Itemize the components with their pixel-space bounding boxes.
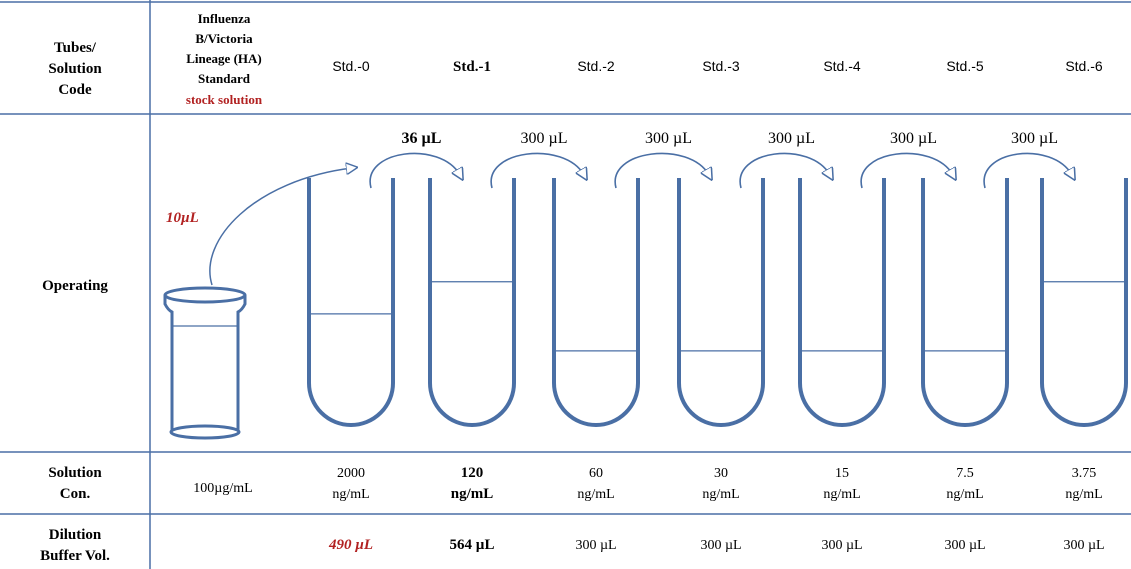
transfer-volume: 300 µL bbox=[645, 130, 692, 147]
test-tube-icon bbox=[307, 178, 395, 427]
transfer-volume: 300 µL bbox=[1011, 130, 1058, 147]
tube-code: Std.-0 bbox=[332, 58, 370, 74]
tube-column: Std.-2 60 ng/mL 300 µL bbox=[552, 58, 640, 553]
tube-code: Std.-2 bbox=[577, 58, 615, 74]
buffer-volume: 490 µL bbox=[328, 537, 373, 553]
transfer-arrow bbox=[983, 152, 1072, 189]
transfer-step: 300 µL bbox=[490, 130, 584, 189]
concentration-unit: ng/mL bbox=[451, 486, 494, 502]
row-header-dilution-line1: Dilution bbox=[49, 527, 102, 543]
stock-bottle-icon bbox=[163, 286, 247, 440]
row-header-tubes-line2: Solution bbox=[48, 61, 102, 77]
row-header-tubes-line3: Code bbox=[58, 82, 92, 98]
concentration-unit: ng/mL bbox=[702, 487, 739, 502]
stock-header: Influenza B/Victoria Lineage (HA) Standa… bbox=[186, 11, 263, 107]
transfer-volume: 300 µL bbox=[768, 130, 815, 147]
concentration-value: 15 bbox=[835, 466, 849, 481]
transfer-step: 36 µL bbox=[369, 130, 460, 189]
tube-column: Std.-1 120 ng/mL 564 µL bbox=[428, 59, 516, 553]
test-tube-icon bbox=[798, 178, 886, 427]
concentration-unit: ng/mL bbox=[1065, 487, 1102, 502]
concentration-unit: ng/mL bbox=[332, 487, 369, 502]
stock-name-line1: Influenza bbox=[198, 11, 251, 26]
buffer-volume: 564 µL bbox=[450, 537, 495, 553]
concentration-value: 120 bbox=[461, 465, 484, 481]
transfer-volume: 300 µL bbox=[890, 130, 937, 147]
transfer-step: 300 µL bbox=[860, 130, 953, 189]
concentration-value: 3.75 bbox=[1072, 466, 1097, 481]
concentration-unit: ng/mL bbox=[577, 487, 614, 502]
transfer-arrow bbox=[739, 152, 830, 189]
tube-column: Std.-3 30 ng/mL 300 µL bbox=[677, 58, 765, 553]
concentration-value: 2000 bbox=[337, 466, 365, 481]
test-tube-icon bbox=[1040, 178, 1128, 427]
tube-column: Std.-6 3.75 ng/mL 300 µL bbox=[1040, 58, 1128, 553]
row-header-dilution-line2: Buffer Vol. bbox=[40, 548, 110, 564]
row-header-tubes-line1: Tubes/ bbox=[54, 40, 97, 56]
stock-name-line3: Lineage (HA) bbox=[186, 51, 261, 66]
row-header-concentration: Solution Con. bbox=[48, 465, 102, 502]
stock-label-red: stock solution bbox=[186, 92, 263, 107]
test-tube-icon bbox=[677, 178, 765, 427]
row-header-operating: Operating bbox=[42, 278, 108, 294]
transfer-volume: 300 µL bbox=[521, 130, 568, 147]
row-header-dilution: Dilution Buffer Vol. bbox=[40, 527, 110, 564]
row-header-tubes: Tubes/ Solution Code bbox=[48, 40, 102, 98]
buffer-volume: 300 µL bbox=[821, 538, 862, 553]
concentration-value: 60 bbox=[589, 466, 603, 481]
buffer-volume: 300 µL bbox=[575, 538, 616, 553]
transfer-step: 300 µL bbox=[983, 130, 1072, 189]
tube-column: Std.-0 2000 ng/mL 490 µL bbox=[307, 58, 395, 553]
transfer-arrow bbox=[860, 152, 953, 189]
stock-concentration: 100µg/mL bbox=[193, 481, 252, 496]
tube-code: Std.-6 bbox=[1065, 58, 1103, 74]
concentration-value: 30 bbox=[714, 466, 728, 481]
tube-column: Std.-4 15 ng/mL 300 µL bbox=[798, 58, 886, 553]
test-tube-icon bbox=[552, 178, 640, 427]
tube-code: Std.-3 bbox=[702, 58, 740, 74]
stock-name-line2: B/Victoria bbox=[195, 31, 253, 46]
stock-transfer-volume: 10µL bbox=[166, 210, 199, 226]
tube-column: Std.-5 7.5 ng/mL 300 µL bbox=[921, 58, 1009, 553]
row-header-concentration-line1: Solution bbox=[48, 465, 102, 481]
transfer-arrow bbox=[369, 152, 460, 189]
tube-code: Std.-1 bbox=[453, 59, 491, 75]
buffer-volume: 300 µL bbox=[700, 538, 741, 553]
transfer-volume: 36 µL bbox=[402, 130, 442, 147]
test-tube-icon bbox=[428, 178, 516, 427]
row-header-concentration-line2: Con. bbox=[60, 486, 91, 502]
buffer-volume: 300 µL bbox=[944, 538, 985, 553]
concentration-unit: ng/mL bbox=[946, 487, 983, 502]
tube-code: Std.-5 bbox=[946, 58, 984, 74]
transfer-arrow bbox=[490, 152, 584, 189]
stock-transfer-arrow bbox=[209, 168, 352, 286]
concentration-value: 7.5 bbox=[956, 466, 974, 481]
tubes-layer: Std.-0 2000 ng/mL 490 µL Std.-1 120 ng/mL 564 µ… bbox=[307, 58, 1128, 553]
transfer-arrow bbox=[614, 152, 709, 189]
buffer-volume: 300 µL bbox=[1063, 538, 1104, 553]
transfer-step: 300 µL bbox=[614, 130, 709, 189]
stock-name-line4: Standard bbox=[198, 71, 251, 86]
concentration-unit: ng/mL bbox=[823, 487, 860, 502]
test-tube-icon bbox=[921, 178, 1009, 427]
tube-code: Std.-4 bbox=[823, 58, 861, 74]
transfer-step: 300 µL bbox=[739, 130, 830, 189]
